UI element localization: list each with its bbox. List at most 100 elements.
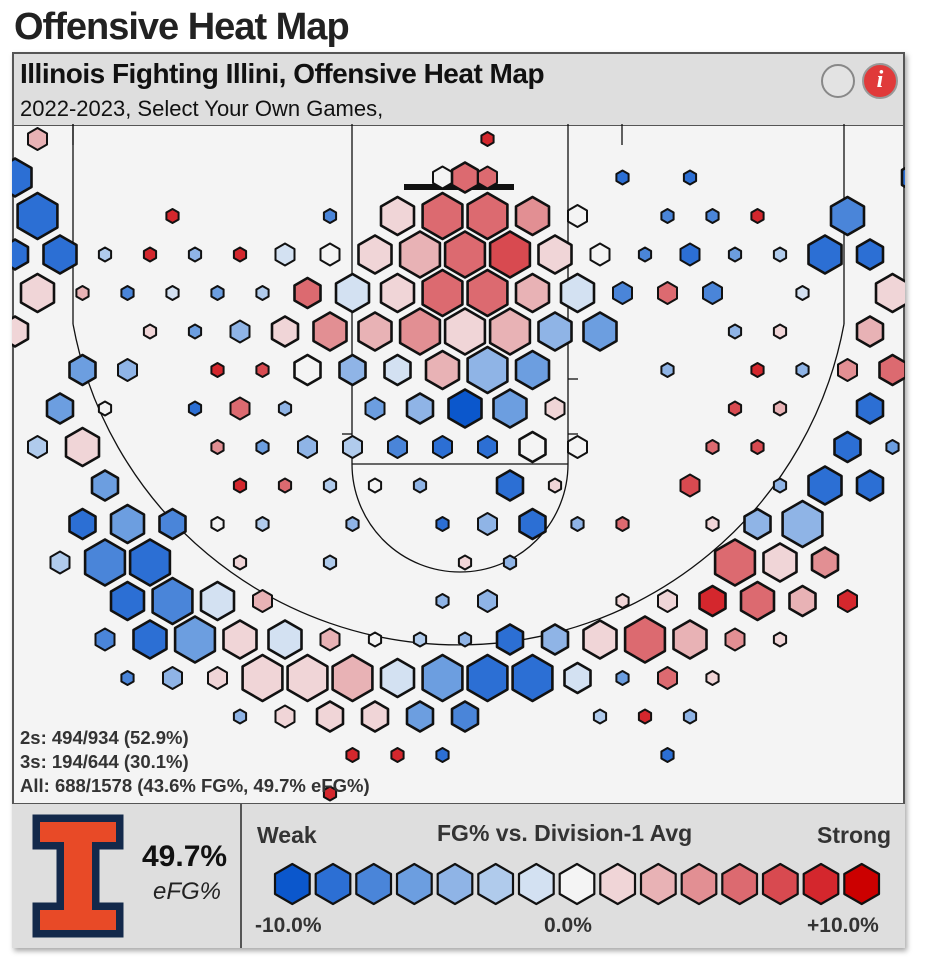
hex-zone[interactable] bbox=[657, 589, 678, 613]
hex-zone[interactable] bbox=[109, 580, 146, 622]
hex-zone[interactable] bbox=[364, 396, 386, 421]
hex-zone[interactable] bbox=[383, 353, 412, 387]
hex-zone[interactable] bbox=[514, 195, 551, 237]
hex-zone[interactable] bbox=[207, 666, 228, 690]
hex-zone[interactable] bbox=[379, 195, 416, 237]
hex-zone[interactable] bbox=[705, 670, 720, 686]
hex-zone[interactable] bbox=[807, 234, 843, 275]
hex-zone[interactable] bbox=[567, 435, 588, 459]
hex-zone[interactable] bbox=[322, 554, 338, 571]
hex-zone[interactable] bbox=[286, 653, 329, 703]
hex-zone[interactable] bbox=[68, 353, 97, 387]
hex-zone[interactable] bbox=[547, 477, 563, 494]
hex-zone[interactable] bbox=[727, 400, 743, 417]
hex-zone[interactable] bbox=[360, 700, 390, 733]
hex-zone[interactable] bbox=[277, 477, 293, 494]
hex-zone[interactable] bbox=[187, 400, 203, 417]
hex-zone[interactable] bbox=[252, 589, 273, 613]
hex-zone[interactable] bbox=[319, 627, 341, 652]
hex-zone[interactable] bbox=[398, 230, 442, 279]
hex-zone[interactable] bbox=[727, 323, 743, 340]
hex-zone[interactable] bbox=[255, 439, 270, 455]
hex-zone[interactable] bbox=[511, 653, 554, 703]
hex-zone[interactable] bbox=[855, 315, 885, 348]
hex-zone[interactable] bbox=[874, 272, 905, 314]
hex-zone[interactable] bbox=[477, 165, 498, 190]
hex-zone[interactable] bbox=[540, 623, 570, 656]
hex-zone[interactable] bbox=[592, 708, 608, 725]
hex-zone[interactable] bbox=[829, 195, 866, 237]
hex-zone[interactable] bbox=[582, 311, 618, 352]
hex-zone[interactable] bbox=[705, 208, 720, 224]
hex-zone[interactable] bbox=[466, 345, 509, 395]
hex-zone[interactable] bbox=[222, 619, 258, 660]
hex-zone[interactable] bbox=[750, 208, 765, 224]
hex-zone[interactable] bbox=[480, 131, 495, 147]
hex-zone[interactable] bbox=[75, 285, 90, 301]
hex-zone[interactable] bbox=[772, 477, 788, 494]
hex-zone[interactable] bbox=[739, 580, 776, 622]
hex-zone[interactable] bbox=[567, 204, 588, 228]
hex-zone[interactable] bbox=[424, 349, 461, 391]
hex-zone[interactable] bbox=[293, 276, 322, 310]
hex-zone[interactable] bbox=[477, 512, 498, 536]
hex-zone[interactable] bbox=[274, 704, 296, 729]
hex-zone[interactable] bbox=[657, 281, 678, 305]
hex-zone[interactable] bbox=[657, 666, 678, 690]
hex-zone[interactable] bbox=[322, 785, 338, 802]
hex-zone[interactable] bbox=[447, 388, 483, 429]
hex-zone[interactable] bbox=[120, 670, 135, 686]
hex-zone[interactable] bbox=[772, 631, 788, 648]
hex-zone[interactable] bbox=[312, 311, 348, 352]
hex-zone[interactable] bbox=[514, 272, 551, 314]
hex-zone[interactable] bbox=[151, 576, 194, 626]
hex-zone[interactable] bbox=[582, 619, 618, 660]
hex-zone[interactable] bbox=[158, 507, 187, 541]
hex-zone[interactable] bbox=[432, 165, 453, 190]
hex-zone[interactable] bbox=[210, 516, 225, 532]
hex-zone[interactable] bbox=[255, 516, 270, 532]
hex-zone[interactable] bbox=[488, 307, 532, 356]
hex-zone[interactable] bbox=[810, 546, 840, 579]
hex-zone[interactable] bbox=[672, 619, 708, 660]
hex-zone[interactable] bbox=[559, 272, 596, 314]
hex-zone[interactable] bbox=[698, 584, 727, 618]
hex-zone[interactable] bbox=[623, 615, 667, 664]
hex-zone[interactable] bbox=[68, 507, 97, 541]
hex-zone[interactable] bbox=[660, 208, 675, 224]
hex-zone[interactable] bbox=[27, 435, 48, 459]
hex-zone[interactable] bbox=[412, 631, 428, 648]
hex-zone[interactable] bbox=[277, 400, 293, 417]
hex-zone[interactable] bbox=[421, 268, 464, 318]
hex-zone[interactable] bbox=[16, 191, 59, 241]
hex-zone[interactable] bbox=[293, 353, 322, 387]
hex-zone[interactable] bbox=[315, 700, 345, 733]
hex-zone[interactable] bbox=[229, 396, 251, 421]
hex-zone[interactable] bbox=[322, 208, 338, 224]
hex-zone[interactable] bbox=[97, 246, 113, 263]
hex-zone[interactable] bbox=[97, 400, 113, 417]
hex-zone[interactable] bbox=[405, 700, 435, 733]
hex-zone[interactable] bbox=[232, 246, 248, 263]
hex-zone[interactable] bbox=[544, 396, 566, 421]
hex-zone[interactable] bbox=[165, 285, 180, 301]
hex-zone[interactable] bbox=[518, 507, 547, 541]
hex-zone[interactable] bbox=[12, 315, 30, 348]
hex-zone[interactable] bbox=[94, 627, 116, 652]
hex-zone[interactable] bbox=[267, 619, 303, 660]
hex-zone[interactable] bbox=[232, 477, 248, 494]
hex-zone[interactable] bbox=[210, 362, 225, 378]
hex-zone[interactable] bbox=[210, 285, 225, 301]
hex-zone[interactable] bbox=[322, 477, 338, 494]
hex-zone[interactable] bbox=[274, 242, 296, 267]
hex-zone[interactable] bbox=[837, 589, 858, 613]
hex-zone[interactable] bbox=[477, 589, 498, 613]
hex-zone[interactable] bbox=[727, 246, 743, 263]
hex-zone[interactable] bbox=[342, 435, 363, 459]
hex-zone[interactable] bbox=[187, 246, 203, 263]
hex-zone[interactable] bbox=[466, 268, 509, 318]
hex-zone[interactable] bbox=[229, 319, 251, 344]
hex-zone[interactable] bbox=[443, 230, 487, 279]
hex-zone[interactable] bbox=[120, 285, 135, 301]
hex-zone[interactable] bbox=[457, 631, 473, 648]
